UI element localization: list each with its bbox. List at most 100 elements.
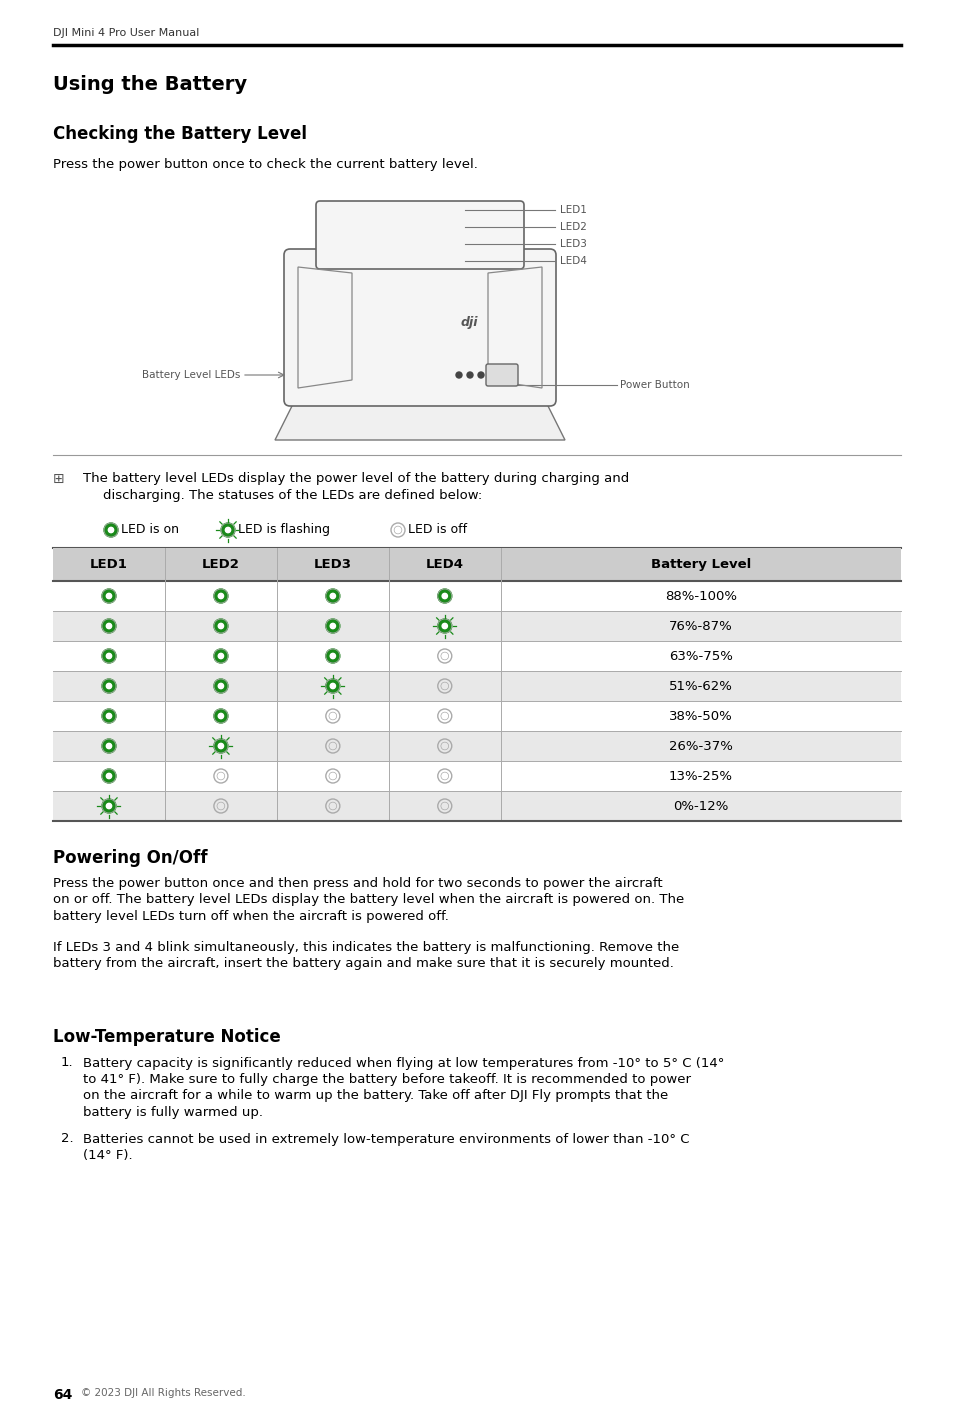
- Circle shape: [102, 769, 116, 783]
- Text: battery is fully warmed up.: battery is fully warmed up.: [83, 1106, 263, 1119]
- Circle shape: [326, 679, 339, 693]
- Text: Press the power button once and then press and hold for two seconds to power the: Press the power button once and then pre…: [53, 876, 662, 891]
- Text: Battery Level: Battery Level: [650, 559, 750, 571]
- Circle shape: [326, 649, 339, 664]
- Text: 88%-100%: 88%-100%: [664, 590, 736, 603]
- Circle shape: [102, 709, 116, 723]
- Circle shape: [213, 620, 228, 632]
- Circle shape: [106, 743, 112, 749]
- Circle shape: [218, 593, 223, 598]
- Circle shape: [225, 527, 231, 533]
- Circle shape: [102, 679, 116, 693]
- Circle shape: [102, 649, 116, 664]
- Text: LED4: LED4: [425, 559, 463, 571]
- FancyBboxPatch shape: [53, 732, 900, 761]
- Text: LED is flashing: LED is flashing: [237, 523, 330, 536]
- Circle shape: [213, 709, 228, 723]
- Circle shape: [213, 649, 228, 664]
- Circle shape: [477, 372, 483, 379]
- Text: LED2: LED2: [202, 559, 239, 571]
- Text: 2.: 2.: [61, 1133, 73, 1146]
- Text: 64: 64: [53, 1388, 72, 1402]
- Circle shape: [221, 523, 234, 537]
- Circle shape: [326, 620, 339, 632]
- Text: LED3: LED3: [559, 240, 586, 250]
- Circle shape: [330, 624, 335, 628]
- Text: LED2: LED2: [559, 223, 586, 233]
- FancyBboxPatch shape: [53, 611, 900, 641]
- Circle shape: [218, 654, 223, 658]
- Text: battery from the aircraft, insert the battery again and make sure that it is sec: battery from the aircraft, insert the ba…: [53, 957, 673, 970]
- FancyBboxPatch shape: [315, 201, 523, 269]
- Text: to 41° F). Make sure to fully charge the battery before takeoff. It is recommend: to 41° F). Make sure to fully charge the…: [83, 1073, 690, 1086]
- Circle shape: [330, 593, 335, 598]
- Circle shape: [106, 593, 112, 598]
- Text: dji: dji: [459, 316, 477, 329]
- Text: on the aircraft for a while to warm up the battery. Take off after DJI Fly promp: on the aircraft for a while to warm up t…: [83, 1089, 667, 1103]
- Text: discharging. The statuses of the LEDs are defined below:: discharging. The statuses of the LEDs ar…: [103, 489, 482, 502]
- Text: Using the Battery: Using the Battery: [53, 75, 247, 94]
- Circle shape: [326, 588, 339, 603]
- Circle shape: [102, 620, 116, 632]
- Text: Power Button: Power Button: [619, 380, 689, 390]
- Circle shape: [489, 372, 495, 379]
- Circle shape: [467, 372, 473, 379]
- Text: The battery level LEDs display the power level of the battery during charging an: The battery level LEDs display the power…: [83, 472, 629, 485]
- Circle shape: [437, 620, 452, 632]
- Circle shape: [330, 683, 335, 689]
- Polygon shape: [274, 400, 564, 440]
- FancyBboxPatch shape: [284, 250, 556, 406]
- Text: 0%-12%: 0%-12%: [673, 800, 728, 813]
- Text: 1.: 1.: [61, 1056, 73, 1069]
- Text: LED is on: LED is on: [121, 523, 179, 536]
- Text: battery level LEDs turn off when the aircraft is powered off.: battery level LEDs turn off when the air…: [53, 910, 449, 923]
- Circle shape: [213, 739, 228, 753]
- Text: LED4: LED4: [559, 257, 586, 267]
- Text: on or off. The battery level LEDs display the battery level when the aircraft is: on or off. The battery level LEDs displa…: [53, 893, 683, 906]
- Text: 26%-37%: 26%-37%: [668, 740, 732, 753]
- Text: Press the power button once to check the current battery level.: Press the power button once to check the…: [53, 157, 477, 172]
- Circle shape: [106, 773, 112, 778]
- Text: Checking the Battery Level: Checking the Battery Level: [53, 125, 307, 143]
- FancyBboxPatch shape: [485, 364, 517, 386]
- Text: If LEDs 3 and 4 blink simultaneously, this indicates the battery is malfunctioni: If LEDs 3 and 4 blink simultaneously, th…: [53, 940, 679, 953]
- Circle shape: [456, 372, 461, 379]
- Text: Batteries cannot be used in extremely low-temperature environments of lower than: Batteries cannot be used in extremely lo…: [83, 1133, 689, 1146]
- Text: Powering On/Off: Powering On/Off: [53, 849, 208, 866]
- Text: 76%-87%: 76%-87%: [668, 620, 732, 632]
- FancyBboxPatch shape: [53, 671, 900, 700]
- Text: © 2023 DJI All Rights Reserved.: © 2023 DJI All Rights Reserved.: [81, 1388, 246, 1398]
- Circle shape: [109, 527, 113, 533]
- Text: Low-Temperature Notice: Low-Temperature Notice: [53, 1028, 280, 1046]
- FancyBboxPatch shape: [53, 547, 900, 581]
- Text: 63%-75%: 63%-75%: [668, 649, 732, 662]
- Circle shape: [106, 654, 112, 658]
- Circle shape: [437, 588, 452, 603]
- Circle shape: [106, 804, 112, 808]
- Circle shape: [106, 713, 112, 719]
- Circle shape: [213, 679, 228, 693]
- Circle shape: [102, 798, 116, 813]
- Circle shape: [441, 593, 447, 598]
- Circle shape: [106, 624, 112, 628]
- Circle shape: [104, 523, 118, 537]
- Text: 38%-50%: 38%-50%: [668, 709, 732, 723]
- Circle shape: [213, 588, 228, 603]
- Text: LED3: LED3: [314, 559, 352, 571]
- Circle shape: [218, 624, 223, 628]
- Text: 51%-62%: 51%-62%: [668, 679, 732, 692]
- Circle shape: [102, 739, 116, 753]
- Text: 13%-25%: 13%-25%: [668, 770, 732, 783]
- Circle shape: [441, 624, 447, 628]
- Text: LED1: LED1: [559, 206, 586, 216]
- Circle shape: [330, 654, 335, 658]
- Circle shape: [218, 713, 223, 719]
- Circle shape: [102, 588, 116, 603]
- Text: Battery capacity is significantly reduced when flying at low temperatures from -: Battery capacity is significantly reduce…: [83, 1056, 723, 1069]
- Text: (14° F).: (14° F).: [83, 1149, 132, 1161]
- Text: DJI Mini 4 Pro User Manual: DJI Mini 4 Pro User Manual: [53, 28, 199, 38]
- FancyBboxPatch shape: [53, 791, 900, 821]
- Text: ⊞: ⊞: [53, 472, 65, 486]
- Text: LED1: LED1: [90, 559, 128, 571]
- Circle shape: [218, 683, 223, 689]
